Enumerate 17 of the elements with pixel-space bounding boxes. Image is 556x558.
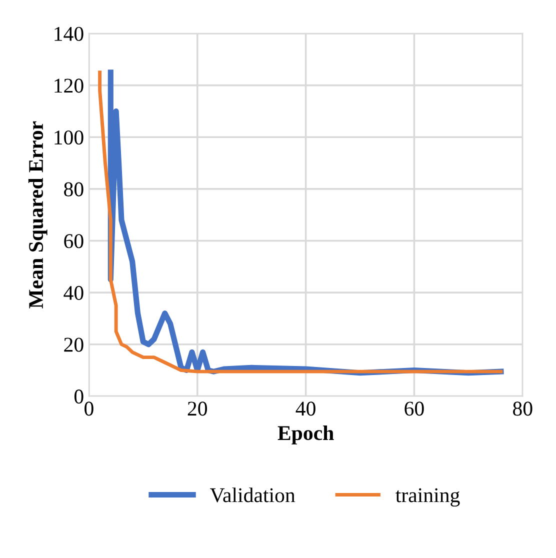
y-tick-label: 40 <box>64 286 84 300</box>
y-tick-label: 80 <box>64 182 84 196</box>
x-axis-title: Epoch <box>278 425 334 444</box>
y-axis-title: Mean Squared Error <box>28 121 48 308</box>
y-tick-label: 140 <box>54 26 84 41</box>
x-tick-label: 0 <box>84 402 94 416</box>
x-tick-label: 60 <box>404 402 424 416</box>
x-tick-label: 20 <box>188 402 207 416</box>
x-tick-label: 40 <box>296 402 316 416</box>
y-tick-label: 100 <box>54 130 84 145</box>
legend-label: Validation <box>210 488 296 502</box>
y-tick-label: 20 <box>64 338 84 352</box>
x-tick-label: 80 <box>513 402 532 416</box>
y-tick-label: 120 <box>54 78 84 93</box>
legend-label: training <box>396 488 460 507</box>
y-tick-label: 60 <box>64 234 84 248</box>
y-tick-label: 0 <box>74 390 84 404</box>
